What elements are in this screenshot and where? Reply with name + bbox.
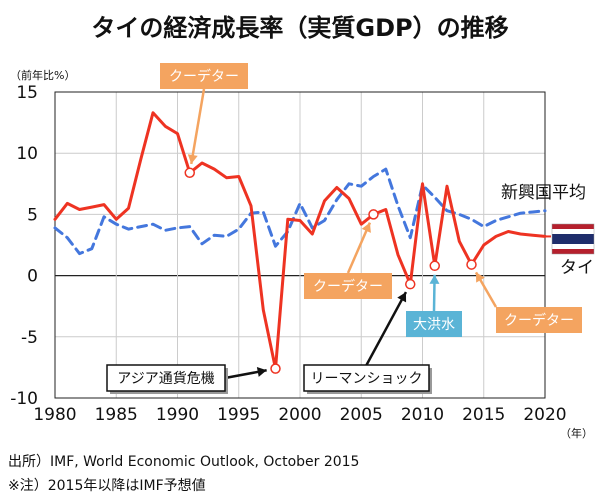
legend-thai-label: タイ: [560, 258, 594, 278]
x-tick-label: 2005: [340, 405, 383, 425]
annotation-box: [406, 311, 462, 337]
legend-emerging-label: 新興国平均: [501, 183, 586, 203]
annotation-arrow: [365, 291, 408, 366]
chart-title: タイの経済成長率（実質GDP）の推移: [91, 14, 508, 42]
y-tick-label: 0: [27, 267, 38, 287]
annotation-box: [303, 364, 430, 392]
annotation-label: リーマンショック: [311, 371, 423, 387]
event-markers: [184, 167, 477, 374]
annotation-label: クーデター: [169, 68, 239, 85]
plot-frame: [54, 91, 546, 399]
annotation-label: クーデター: [504, 312, 574, 329]
x-axis-label: （年）: [560, 426, 593, 440]
annotation-arrowhead: [187, 154, 198, 164]
annotation-box: [304, 273, 392, 299]
event-marker: [184, 167, 195, 179]
flag-stripe-top: [552, 224, 594, 229]
x-tick-labels: 1980 1985 1990 1995 2000 2005 2010 2015 2020: [33, 405, 566, 425]
flag-stripe-white-2: [552, 244, 594, 249]
y-tick-label: -10: [10, 389, 38, 409]
y-tick-label: -5: [21, 328, 38, 348]
annotation-arrowhead: [256, 366, 267, 377]
event-marker: [466, 259, 477, 270]
emerging-average-line: [53, 167, 547, 256]
thai-flag-icon: [551, 223, 595, 255]
y-tick-label: 15: [16, 83, 38, 103]
annotation-arrowhead: [397, 292, 407, 303]
annotation-arrowhead: [361, 222, 371, 233]
annotation-label: アジア通貨危機: [117, 370, 214, 387]
annotation-arrow: [346, 222, 372, 274]
annotation-box: [496, 307, 582, 333]
flag-stripe-white-1: [552, 229, 594, 234]
x-tick-label: 2015: [462, 405, 505, 425]
event-marker: [368, 209, 379, 220]
annotation-label: 大洪水: [413, 317, 455, 333]
flag-border: [551, 223, 595, 255]
thailand-line: [53, 111, 547, 371]
x-tick-label: 2020: [523, 405, 566, 425]
annotation-box: [106, 364, 226, 392]
annotation-arrowhead: [429, 274, 440, 284]
flag-stripe-center: [552, 234, 594, 244]
source-line-1: 出所）IMF, World Economic Outlook, October …: [8, 454, 359, 470]
x-tick-label: 1990: [156, 405, 199, 425]
annotation-arrow: [190, 88, 206, 165]
event-marker: [405, 278, 416, 290]
flag-stripe-bottom: [552, 249, 594, 254]
series-lines: [53, 111, 551, 371]
annotation-arrows: [187, 88, 498, 380]
x-tick-label: 2000: [278, 405, 321, 425]
x-tick-label: 2010: [401, 405, 444, 425]
y-tick-labels: 15 10 5 0 -5 -10: [10, 83, 38, 409]
annotation-arrowhead: [476, 272, 485, 283]
event-marker: [429, 260, 440, 272]
y-tick-label: 5: [27, 205, 38, 225]
grid: [54, 91, 546, 399]
source-line-2: ※注）2015年以降はIMF予想値: [8, 478, 206, 494]
annotation-label: クーデター: [313, 278, 383, 295]
event-marker: [270, 363, 281, 374]
annotation-box: [160, 63, 248, 89]
y-axis-label: （前年比%）: [10, 68, 75, 82]
x-tick-label: 1980: [33, 405, 76, 425]
x-tick-label: 1995: [217, 405, 260, 425]
y-tick-label: 10: [16, 144, 38, 164]
x-tick-label: 1985: [95, 405, 138, 425]
